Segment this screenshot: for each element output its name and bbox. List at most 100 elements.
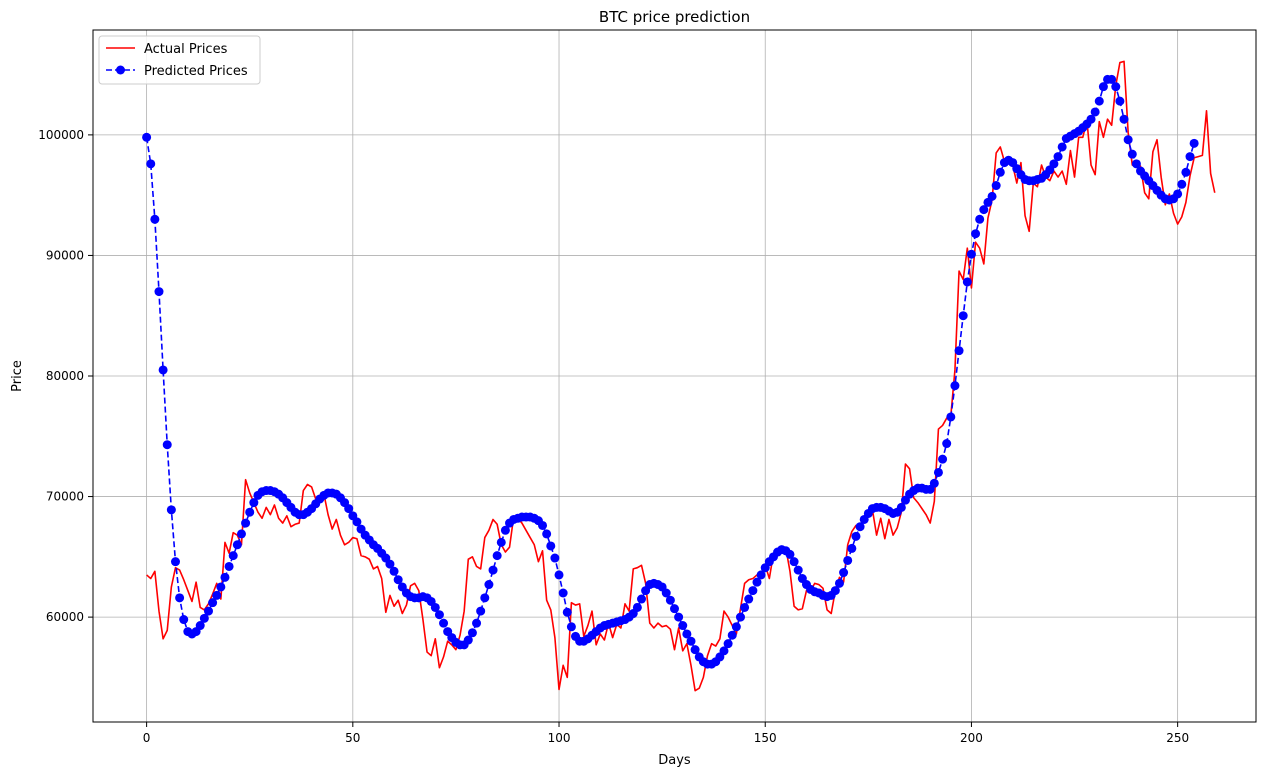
predicted-point	[352, 517, 362, 527]
predicted-point	[975, 214, 985, 224]
predicted-point	[154, 287, 164, 297]
predicted-point	[637, 594, 647, 604]
grid	[93, 30, 1256, 722]
predicted-point	[175, 593, 185, 603]
predicted-point	[748, 586, 758, 596]
predicted-point	[146, 159, 156, 169]
predicted-point	[740, 602, 750, 612]
predicted-point	[1094, 96, 1104, 106]
predicted-point	[933, 467, 943, 477]
predicted-point	[723, 639, 733, 649]
predicted-point	[727, 630, 737, 640]
y-tick-label: 80000	[46, 369, 84, 383]
predicted-point	[1086, 114, 1096, 124]
predicted-point	[682, 629, 692, 639]
predicted-point	[558, 588, 568, 598]
legend-label-actual: Actual Prices	[144, 42, 228, 57]
predicted-point	[203, 606, 213, 616]
y-tick-label: 90000	[46, 248, 84, 262]
predicted-point	[1177, 179, 1187, 189]
predicted-point	[463, 635, 473, 645]
predicted-point	[1098, 82, 1108, 92]
predicted-point	[1107, 74, 1117, 84]
legend-label-predicted: Predicted Prices	[144, 64, 248, 79]
predicted-point	[228, 551, 238, 561]
predicted-point	[199, 613, 209, 623]
predicted-point	[142, 132, 152, 142]
predicted-point	[1090, 107, 1100, 117]
legend: Actual Prices Predicted Prices	[98, 35, 261, 85]
chart-title: BTC price prediction	[599, 8, 750, 26]
x-tick-label: 150	[754, 731, 777, 745]
predicted-point	[220, 572, 230, 582]
predicted-point	[855, 522, 865, 532]
predicted-point	[236, 529, 246, 539]
predicted-point	[971, 229, 981, 239]
predicted-point	[439, 618, 449, 628]
predicted-point	[224, 561, 234, 571]
predicted-point	[232, 540, 242, 550]
predicted-point	[562, 607, 572, 617]
predicted-point	[538, 520, 548, 530]
predicted-point	[480, 593, 490, 603]
predicted-point	[249, 498, 259, 508]
predicted-point	[389, 566, 399, 576]
predicted-point	[1131, 159, 1141, 169]
predicted-point	[962, 277, 972, 287]
predicted-point	[954, 346, 964, 356]
predicted-point	[484, 580, 494, 590]
predicted-point	[241, 518, 251, 528]
predicted-point	[670, 604, 679, 614]
predicted-point	[834, 578, 844, 588]
predicted-point	[496, 537, 506, 547]
predicted-point	[195, 621, 205, 631]
predicted-point	[752, 577, 762, 587]
predicted-point	[150, 214, 160, 224]
predicted-point	[393, 575, 403, 585]
predicted-point	[966, 249, 976, 259]
predicted-point	[542, 529, 552, 539]
predicted-point	[476, 606, 486, 616]
predicted-point	[843, 555, 853, 565]
y-tick-label: 70000	[46, 490, 84, 504]
predicted-point	[690, 645, 700, 655]
predicted-point	[987, 191, 997, 201]
predicted-point	[950, 381, 960, 391]
predicted-point	[632, 602, 642, 612]
y-axis-ticks: 60000 70000 80000 90000 100000	[38, 128, 93, 624]
predicted-point	[430, 602, 440, 612]
predicted-point	[674, 612, 684, 622]
predicted-point	[839, 568, 849, 578]
y-tick-label: 60000	[46, 610, 84, 624]
x-tick-label: 50	[345, 731, 360, 745]
predicted-point	[946, 412, 956, 422]
predicted-point	[847, 543, 857, 553]
x-tick-label: 100	[548, 731, 571, 745]
predicted-point	[467, 628, 477, 638]
predicted-point	[212, 590, 222, 600]
predicted-point	[1049, 159, 1059, 169]
predicted-point	[830, 586, 840, 596]
predicted-point	[896, 502, 906, 512]
predicted-point	[554, 570, 564, 580]
legend-marker-predicted	[116, 65, 125, 75]
predicted-point	[756, 570, 766, 580]
predicted-point	[1057, 142, 1067, 152]
predicted-point	[942, 439, 952, 449]
predicted-point	[1053, 152, 1063, 162]
predicted-point	[1181, 167, 1191, 177]
predicted-point	[179, 615, 189, 625]
predicted-point	[566, 622, 576, 632]
x-tick-label: 200	[960, 731, 983, 745]
predicted-point	[686, 636, 696, 646]
predicted-point	[1119, 114, 1129, 124]
predicted-point	[735, 612, 745, 622]
predicted-point	[472, 618, 482, 628]
x-tick-label: 0	[143, 731, 151, 745]
predicted-point	[665, 595, 675, 605]
predicted-point	[785, 549, 795, 559]
y-tick-label: 100000	[38, 128, 84, 142]
predicted-point	[1189, 138, 1199, 148]
predicted-point	[1185, 152, 1195, 162]
